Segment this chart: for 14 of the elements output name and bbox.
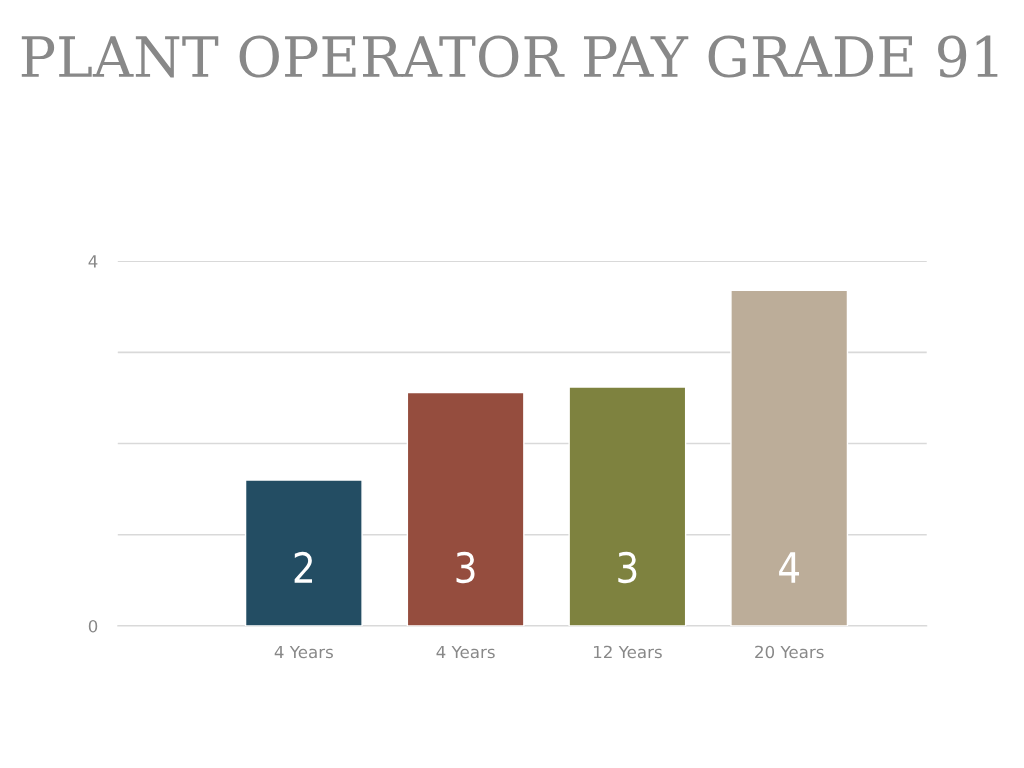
x-tick-label: 4 Years [274, 645, 333, 659]
bar [244, 479, 363, 626]
x-tick-label: 12 Years [594, 645, 662, 659]
data-label: 3 [456, 551, 475, 584]
x-tick-label: 4 Years [436, 645, 495, 659]
data-label: 2 [294, 551, 312, 583]
y-tick-label: 0 [88, 619, 98, 633]
chart-title: PLANT OPERATOR PAY GRADE 91 [21, 35, 998, 78]
x-tick-label: 20 Years [755, 645, 824, 659]
bar [568, 386, 687, 626]
bar [406, 391, 525, 626]
bar [730, 289, 849, 626]
data-label: 3 [618, 551, 637, 584]
data-label: 4 [779, 552, 800, 583]
